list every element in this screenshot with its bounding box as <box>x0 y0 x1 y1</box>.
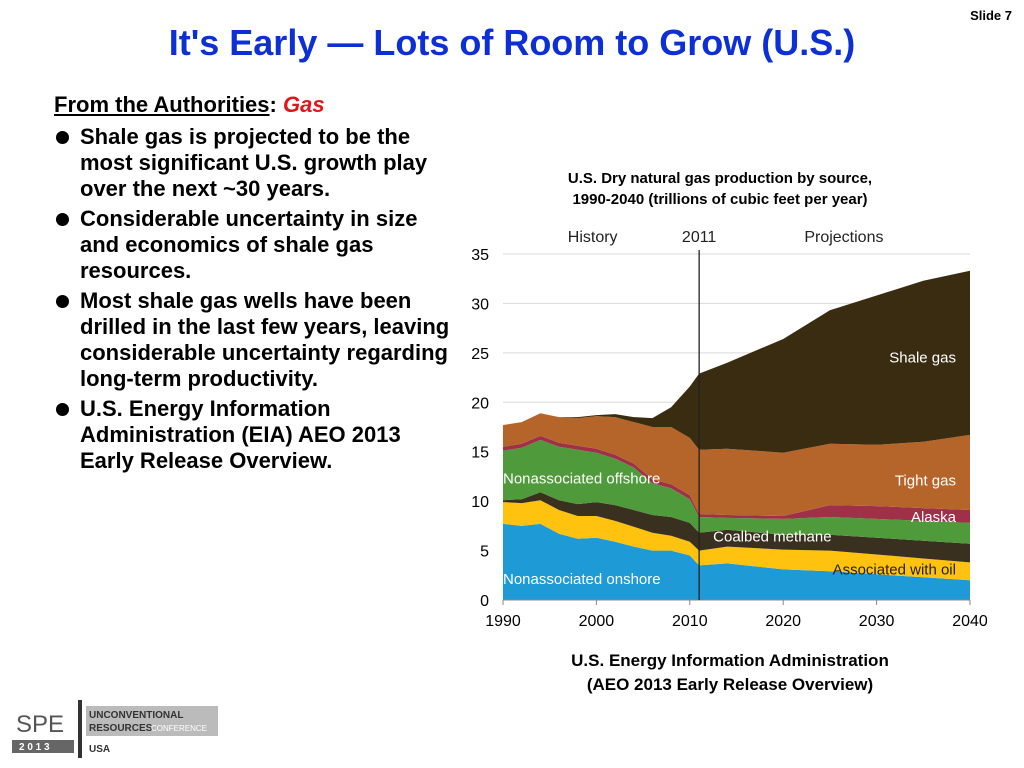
series-label-nonassociated-onshore: Nonassociated onshore <box>503 571 661 588</box>
slide-title: It's Early — Lots of Room to Grow (U.S.) <box>168 22 856 63</box>
series-area-associated-with-oil <box>503 500 970 581</box>
gas-production-chart: 0 5 10 15 20 25 30 35 1990 2000 2010 2020 2030 2040 Hi… <box>471 229 988 630</box>
projections-label: Projections <box>804 229 883 246</box>
y-tick-label: 10 <box>471 494 489 511</box>
source-line2: (AEO 2013 Early Release Overview) <box>586 675 874 694</box>
bullet-dot-icon <box>56 295 69 308</box>
bullet-text: Considerable uncertainty in size and eco… <box>80 206 418 283</box>
y-tick-label: 15 <box>471 445 489 462</box>
logo-year-text: 2 0 1 3 <box>19 742 50 753</box>
series-label-associated-with-oil: Associated with oil <box>833 561 956 578</box>
series-area-nonassociated-onshore <box>503 523 970 600</box>
bullet-panel: From the Authorities: Gas Shale gas is p… <box>54 92 454 478</box>
x-tick-label: 1990 <box>485 613 521 630</box>
series-label-tight-gas: Tight gas <box>895 472 956 489</box>
logo-line3: USA <box>89 744 110 755</box>
heading-accent: Gas <box>282 92 325 117</box>
divider-year-label: 2011 <box>682 229 717 246</box>
logo-line2b: CONFERENCE <box>151 724 207 733</box>
y-tick-label: 0 <box>480 593 489 610</box>
bullet-text: U.S. Energy Information Administration (… <box>80 396 401 473</box>
x-tick-label: 2020 <box>765 613 801 630</box>
y-tick-label: 20 <box>471 395 489 412</box>
y-tick-label: 30 <box>471 296 489 313</box>
chart-caption-line1: U.S. Dry natural gas production by sourc… <box>567 170 873 187</box>
y-tick-label: 25 <box>471 346 489 363</box>
logo-spe-box <box>12 708 82 738</box>
bullet-dot-icon <box>56 131 69 144</box>
logo-line1: UNCONVENTIONAL <box>89 710 183 721</box>
bullet-item: Considerable uncertainty in size and eco… <box>54 206 454 284</box>
series-label-coalbed-methane: Coalbed methane <box>713 529 831 546</box>
logo-divider <box>78 700 82 758</box>
bullet-item: U.S. Energy Information Administration (… <box>54 396 454 474</box>
series-label-alaska: Alaska <box>911 509 957 526</box>
series-area-nonassociated-offshore <box>503 439 970 544</box>
series-area-shale-gas <box>503 270 970 453</box>
chart-caption: U.S. Dry natural gas production by sourc… <box>520 168 920 210</box>
conference-logo: SPE 2 0 1 3 UNCONVENTIONAL RESOURCES CON… <box>12 700 218 758</box>
heading-separator: : <box>269 92 277 117</box>
bullet-text: Shale gas is projected to be the most si… <box>80 124 428 201</box>
x-tick-label: 2000 <box>579 613 615 630</box>
chart-caption-line2: 1990-2040 (trillions of cubic feet per y… <box>572 191 868 208</box>
logo-line2: RESOURCES <box>89 723 153 734</box>
x-tick-label: 2040 <box>952 613 988 630</box>
series-area-coalbed-methane <box>503 492 970 563</box>
logo-name-box <box>86 706 218 736</box>
logo-spe-text: SPE <box>16 711 64 738</box>
series-area-tight-gas <box>503 413 970 516</box>
series-label-shale-gas: Shale gas <box>889 350 956 367</box>
logo-year-bar <box>12 740 74 753</box>
bullet-dot-icon <box>56 403 69 416</box>
bullet-dot-icon <box>56 213 69 226</box>
source-citation: U.S. Energy Information Administration (… <box>520 649 940 697</box>
series-label-nonassociated-offshore: Nonassociated offshore <box>503 470 660 487</box>
bullet-text: Most shale gas wells have been drilled i… <box>80 288 450 391</box>
y-tick-label: 35 <box>471 247 489 264</box>
x-tick-label: 2030 <box>859 613 895 630</box>
history-label: History <box>568 229 618 246</box>
bullet-list: Shale gas is projected to be the most si… <box>54 124 454 474</box>
source-line1: U.S. Energy Information Administration <box>571 651 889 670</box>
bullet-item: Most shale gas wells have been drilled i… <box>54 288 454 392</box>
x-tick-label: 2010 <box>672 613 708 630</box>
heading-main: From the Authorities <box>54 92 270 117</box>
section-heading: From the Authorities: Gas <box>54 92 454 118</box>
series-area-alaska <box>503 435 970 523</box>
y-tick-label: 5 <box>480 544 489 561</box>
bullet-item: Shale gas is projected to be the most si… <box>54 124 454 202</box>
slide-number: Slide 7 <box>970 8 1012 23</box>
